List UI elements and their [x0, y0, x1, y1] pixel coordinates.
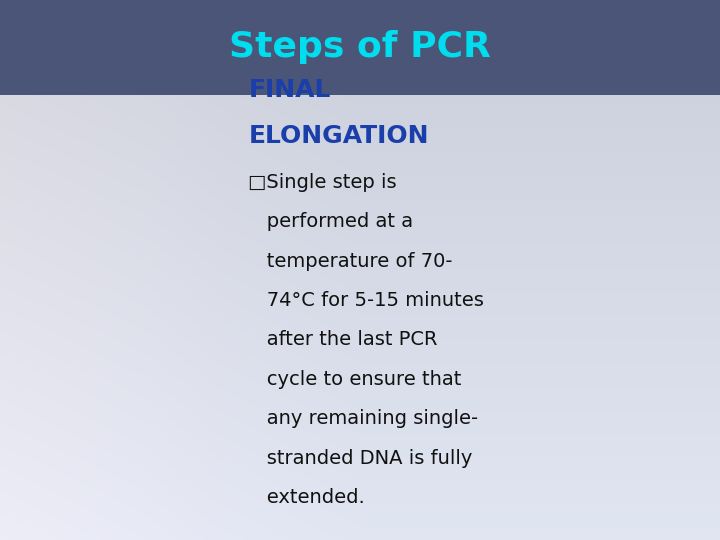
Text: Steps of PCR: Steps of PCR	[229, 30, 491, 64]
Text: temperature of 70-: temperature of 70-	[248, 252, 453, 271]
FancyBboxPatch shape	[0, 0, 720, 94]
Text: □Single step is: □Single step is	[248, 173, 397, 192]
Text: ELONGATION: ELONGATION	[248, 124, 429, 148]
Text: cycle to ensure that: cycle to ensure that	[248, 370, 462, 389]
Text: any remaining single-: any remaining single-	[248, 409, 479, 428]
Text: 74°C for 5-15 minutes: 74°C for 5-15 minutes	[248, 291, 485, 310]
Text: stranded DNA is fully: stranded DNA is fully	[248, 449, 473, 468]
Text: performed at a: performed at a	[248, 212, 413, 231]
Text: FINAL: FINAL	[248, 78, 330, 102]
Text: after the last PCR: after the last PCR	[248, 330, 438, 349]
Text: extended.: extended.	[248, 488, 365, 507]
